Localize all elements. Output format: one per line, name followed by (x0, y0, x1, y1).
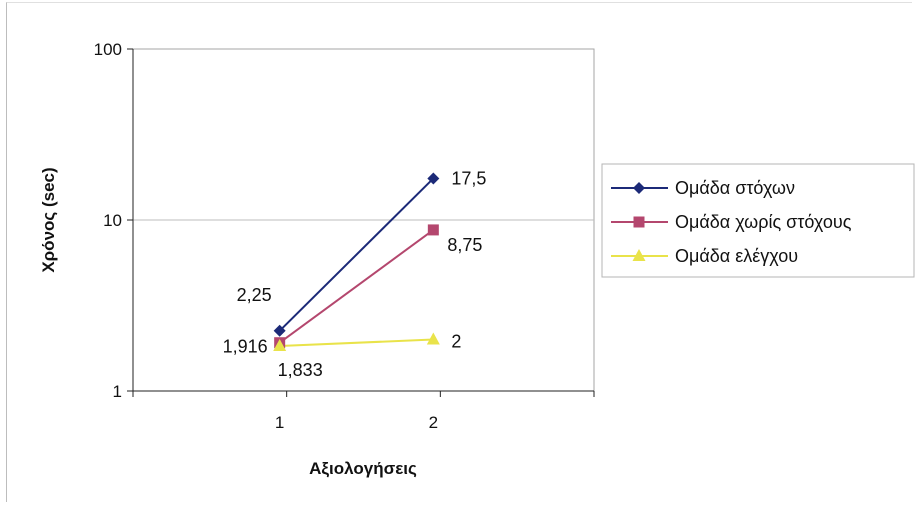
legend-label: Ομάδα στόχων (675, 178, 795, 198)
legend-triangle-marker (632, 249, 646, 261)
y-tick-label: 100 (94, 40, 122, 59)
legend-box (601, 163, 915, 278)
triangle-marker-point (426, 332, 440, 345)
data-label: 1,833 (278, 360, 323, 380)
y-tick-label: 10 (103, 211, 122, 230)
data-label: 2 (451, 332, 461, 352)
legend: Ομάδα στόχων Ομάδα χωρίς στόχους Ομάδα ελέ… (601, 163, 915, 278)
data-label: 1,916 (223, 337, 268, 357)
x-tick-label: 2 (429, 413, 438, 432)
data-label: 8,75 (447, 235, 482, 255)
diamond-marker-point (427, 172, 440, 185)
chart-frame (6, 2, 912, 502)
diamond-marker-point (273, 324, 286, 337)
x-tick-label: 1 (275, 413, 284, 432)
legend-label: Ομάδα χωρίς στόχους (675, 212, 852, 232)
data-label: 17,5 (451, 168, 486, 188)
x-axis-title: Αξιολογήσεις (309, 459, 417, 478)
series-line (278, 177, 435, 332)
y-axis-title: Χρόνος (sec) (39, 167, 58, 272)
y-tick-label: 1 (113, 382, 122, 401)
series-line (279, 338, 434, 347)
triangle-marker-point (273, 338, 287, 351)
legend-label: Ομάδα ελέγχου (675, 246, 798, 266)
legend-diamond-marker (633, 182, 645, 194)
square-marker-point (427, 224, 439, 236)
series-line (279, 229, 434, 344)
legend-square-marker (633, 216, 645, 228)
data-label: 2,25 (237, 285, 272, 305)
